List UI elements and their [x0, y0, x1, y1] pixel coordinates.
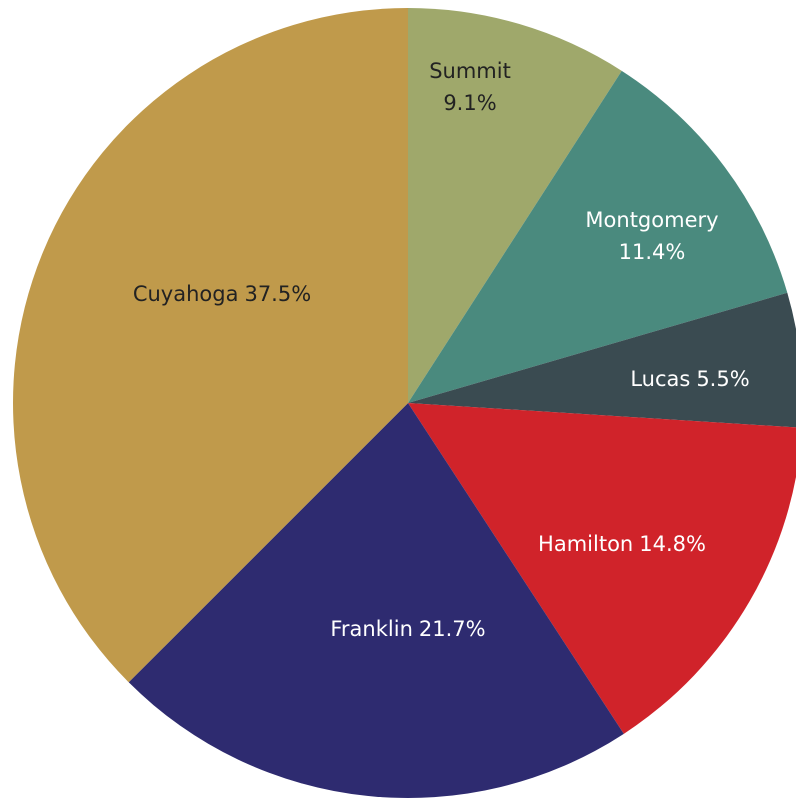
- slice-label-value: 21.7%: [419, 617, 486, 641]
- slice-label-name: Montgomery: [585, 208, 718, 232]
- pie-slice: [408, 70, 788, 403]
- slice-label: Lucas 5.5%: [630, 367, 749, 391]
- slice-label-value: 14.8%: [639, 532, 706, 556]
- slice-label: Franklin 21.7%: [330, 617, 485, 641]
- slice-label-name: Lucas: [630, 367, 690, 391]
- slice-label: Cuyahoga 37.5%: [133, 282, 311, 306]
- pie-slice: [128, 403, 624, 798]
- slice-label: Hamilton 14.8%: [538, 532, 706, 556]
- slice-label-name: Hamilton: [538, 532, 633, 556]
- slice-label-value: 37.5%: [244, 282, 311, 306]
- pie-slice: [408, 403, 796, 734]
- slice-label-name: Summit: [429, 59, 511, 83]
- pie-slice: [408, 8, 622, 403]
- slice-label-value: 5.5%: [696, 367, 749, 391]
- slice-label-name: Cuyahoga: [133, 282, 239, 306]
- slice-label-name: Franklin: [330, 617, 413, 641]
- slice-label-value: 11.4%: [619, 240, 686, 264]
- pie-slice: [408, 292, 796, 428]
- slice-label-value: 9.1%: [443, 91, 496, 115]
- pie-slice: [12, 8, 408, 683]
